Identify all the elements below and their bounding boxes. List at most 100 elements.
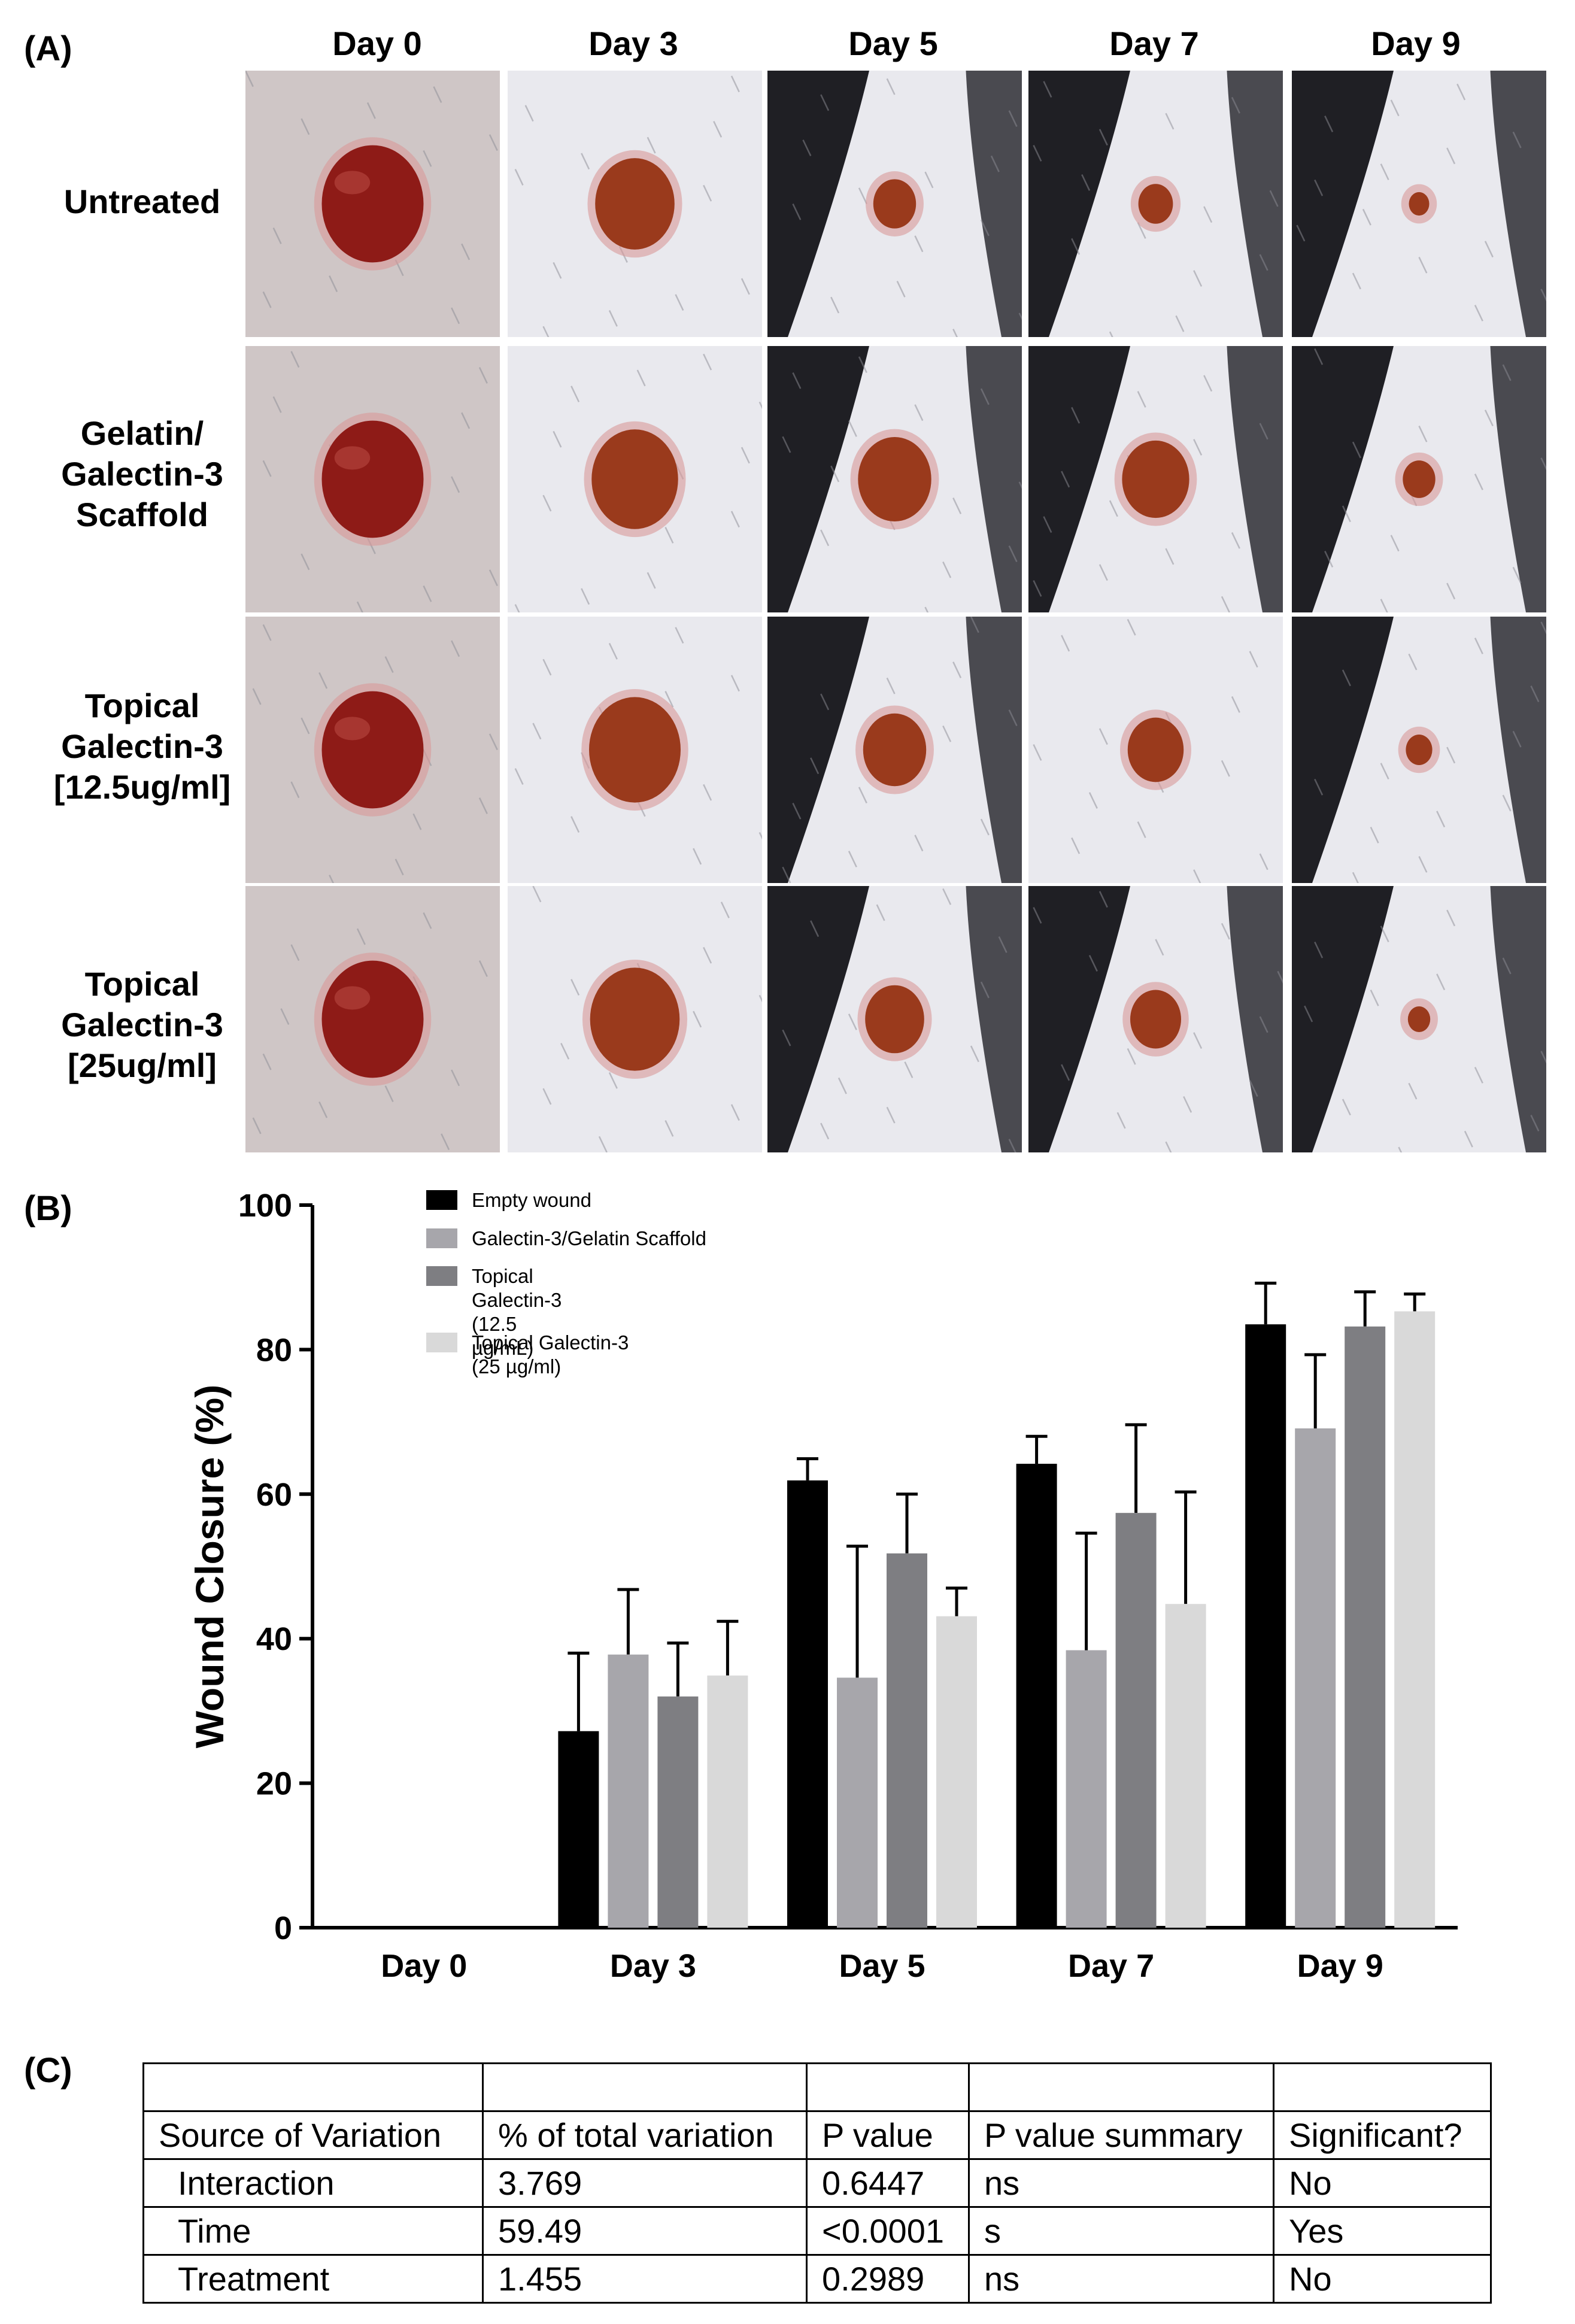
row-header-untreated: Untreated [36, 181, 248, 222]
legend-label: Empty wound [472, 1189, 591, 1211]
wound-photo-r4-day-7 [1028, 886, 1283, 1152]
panel-label-c: (C) [24, 2051, 72, 2090]
wound-photo-r1-day-9 [1292, 71, 1546, 337]
wound-photo-r1-day-7 [1028, 71, 1283, 337]
x-tick-label: Day 3 [610, 1948, 696, 1984]
legend-label: Topical Galectin-3 [472, 1331, 629, 1354]
table-cell: s [968, 2206, 1274, 2256]
row-header-topical-25: Topical Galectin-3 [25ug/ml] [36, 964, 248, 1086]
row-header-line: Galectin-3 [61, 455, 223, 493]
row-header-line: Untreated [63, 183, 221, 220]
table-cell: <0.0001 [806, 2206, 970, 2256]
table-cell: P value summary [968, 2110, 1274, 2160]
table-cell: Interaction [142, 2158, 484, 2208]
column-header-day-5: Day 5 [848, 25, 938, 62]
legend-label: µg/mL) [472, 1337, 533, 1359]
x-tick-label: Day 0 [381, 1948, 467, 1984]
wound-photo-r3-day-0 [245, 617, 500, 883]
row-header-line: [25ug/ml] [68, 1046, 217, 1084]
bar [657, 1696, 699, 1928]
bar [1345, 1326, 1386, 1928]
table-cell: No [1273, 2254, 1492, 2304]
wound-photo-r1-day-0 [245, 71, 500, 337]
wound-photo-r1-day-3 [508, 71, 762, 337]
table-cell: Source of Variation [142, 2110, 484, 2160]
table-cell [1273, 2062, 1492, 2112]
y-axis-label: Wound Closure (%) [187, 1385, 232, 1748]
legend-label: Galectin-3/Gelatin Scaffold [472, 1227, 706, 1249]
bar [887, 1553, 927, 1928]
bar [1245, 1324, 1286, 1928]
table-row [142, 2062, 1492, 2112]
y-tick-label: 60 [256, 1477, 292, 1513]
row-header-line: Scaffold [76, 496, 208, 533]
table-cell: Yes [1273, 2206, 1492, 2256]
legend-label: (12.5 [472, 1313, 517, 1335]
x-tick-label: Day 9 [1297, 1948, 1383, 1984]
panel-label-a: (A) [24, 29, 72, 68]
column-header-day-0: Day 0 [332, 25, 422, 62]
wound-photo-r3-day-9 [1292, 617, 1546, 883]
legend-swatch [426, 1190, 457, 1210]
wound-photo-r2-day-0 [245, 346, 500, 612]
bar [558, 1731, 599, 1928]
y-tick-label: 80 [256, 1332, 292, 1368]
row-header-line: [12.5ug/ml] [53, 768, 231, 806]
anova-table: Source of Variation% of total variation P… [142, 2062, 1492, 2304]
bar [1394, 1311, 1436, 1928]
legend-swatch [426, 1266, 457, 1286]
table-row: Interaction 3.769 0.6447 ns No [142, 2158, 1492, 2208]
table-cell: Time [142, 2206, 484, 2256]
bar [936, 1616, 977, 1928]
table-cell: 3.769 [482, 2158, 808, 2208]
table-cell: P value [806, 2110, 970, 2160]
wound-photo-r2-day-7 [1028, 346, 1283, 612]
legend-swatch [426, 1333, 457, 1352]
wound-photo-r1-day-5 [767, 71, 1022, 337]
panel-label-b: (B) [24, 1189, 72, 1228]
row-header-line: Topical [84, 687, 200, 724]
x-tick-label: Day 5 [839, 1948, 925, 1984]
bar [837, 1677, 878, 1928]
bar [1295, 1428, 1336, 1928]
row-header-line: Galectin-3 [61, 727, 223, 765]
legend-label: (25 µg/ml) [472, 1355, 561, 1378]
bar [1016, 1464, 1057, 1928]
table-cell: Treatment [142, 2254, 484, 2304]
wound-photo-r4-day-9 [1292, 886, 1546, 1152]
bar [1165, 1604, 1206, 1928]
table-cell: ns [968, 2254, 1274, 2304]
table-cell: 0.6447 [806, 2158, 970, 2208]
legend-label: Topical [472, 1265, 533, 1287]
column-header-day-9: Day 9 [1371, 25, 1461, 62]
wound-photo-r2-day-3 [508, 346, 762, 612]
legend-label: Galectin-3 [472, 1289, 562, 1311]
column-header-day-3: Day 3 [588, 25, 678, 62]
table-cell [142, 2062, 484, 2112]
wound-photo-r3-day-5 [767, 617, 1022, 883]
table-header-row: Source of Variation% of total variation P… [142, 2110, 1492, 2160]
row-header-line: Gelatin/ [80, 414, 204, 452]
bar [608, 1654, 649, 1928]
wound-photo-r4-day-5 [767, 886, 1022, 1152]
table-cell: ns [968, 2158, 1274, 2208]
bar [787, 1480, 828, 1928]
legend-swatch [426, 1228, 457, 1248]
row-header-line: Galectin-3 [61, 1006, 223, 1043]
wound-photo-r2-day-5 [767, 346, 1022, 612]
row-header-line: Topical [84, 965, 200, 1003]
y-tick-label: 20 [256, 1766, 292, 1802]
y-tick-label: 100 [238, 1188, 292, 1224]
row-header-topical-12-5: Topical Galectin-3 [12.5ug/ml] [36, 685, 248, 808]
table-cell [482, 2062, 808, 2112]
y-tick-label: 40 [256, 1621, 292, 1657]
bar [707, 1675, 748, 1928]
table-cell: 1.455 [482, 2254, 808, 2304]
x-tick-label: Day 7 [1068, 1948, 1154, 1984]
bar [1066, 1650, 1107, 1928]
row-header-scaffold: Gelatin/ Galectin-3 Scaffold [36, 413, 248, 535]
wound-photo-r4-day-0 [245, 886, 500, 1152]
wound-closure-chart: 0 20 40 60 80 100 Wound Closure (%) Day 0 Day 3 D… [187, 1188, 1458, 1984]
table-cell: 59.49 [482, 2206, 808, 2256]
